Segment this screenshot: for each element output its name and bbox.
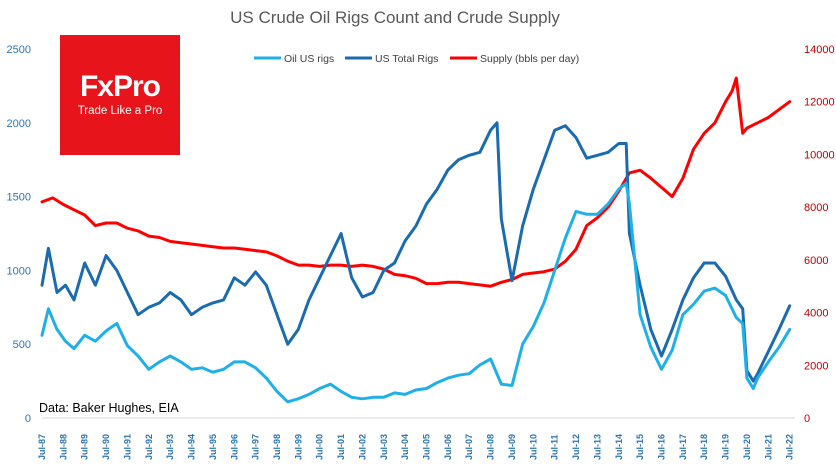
legend-label-supply: Supply (bbls per day) xyxy=(480,53,579,65)
x-tick-label: Jul-94 xyxy=(187,434,197,460)
y-left-tick-label: 1000 xyxy=(7,265,31,277)
x-tick-label: Jul-20 xyxy=(742,434,752,460)
y-left-tick-label: 0 xyxy=(25,413,31,425)
fxpro-logo: FxPro Trade Like a Pro xyxy=(60,35,180,155)
logo-tagline: Trade Like a Pro xyxy=(78,105,163,117)
legend-item-total-rigs: US Total Rigs xyxy=(345,53,438,65)
x-tick-label: Jul-00 xyxy=(315,434,325,460)
x-tick-label: Jul-02 xyxy=(357,434,367,460)
x-tick-label: Jul-98 xyxy=(272,434,282,460)
x-tick-label: Jul-13 xyxy=(592,434,602,460)
x-tick-label: Jul-01 xyxy=(336,434,346,460)
x-tick-label: Jul-92 xyxy=(144,434,154,460)
x-tick-label: Jul-04 xyxy=(400,434,410,460)
legend-label-oil-rigs: Oil US rigs xyxy=(284,53,334,65)
x-tick-label: Jul-11 xyxy=(550,434,560,460)
x-tick-label: Jul-88 xyxy=(58,434,68,460)
legend-label-total-rigs: US Total Rigs xyxy=(375,53,438,65)
x-tick-label: Jul-91 xyxy=(122,434,132,460)
x-tick-label: Jul-17 xyxy=(678,434,688,460)
chart-title: US Crude Oil Rigs Count and Crude Supply xyxy=(230,8,560,27)
y-left-tick-label: 2000 xyxy=(7,118,31,130)
x-tick-label: Jul-21 xyxy=(763,434,773,460)
x-tick-label: Jul-07 xyxy=(464,434,474,460)
x-tick-label: Jul-97 xyxy=(251,434,261,460)
y-left-tick-label: 500 xyxy=(13,339,31,351)
logo-background xyxy=(60,35,180,155)
x-tick-label: Jul-10 xyxy=(528,434,538,460)
x-tick-label: Jul-12 xyxy=(571,434,581,460)
x-tick-label: Jul-87 xyxy=(37,434,47,460)
x-tick-label: Jul-18 xyxy=(699,434,709,460)
y-axis-right: 0 2000 4000 6000 8000 10000 12000 14000 xyxy=(804,44,835,425)
x-tick-label: Jul-90 xyxy=(101,434,111,460)
y-right-tick-label: 4000 xyxy=(804,308,828,320)
x-tick-label: Jul-93 xyxy=(165,434,175,460)
x-tick-label: Jul-16 xyxy=(656,434,666,460)
x-tick-label: Jul-03 xyxy=(379,434,389,460)
x-tick-label: Jul-15 xyxy=(635,434,645,460)
x-tick-label: Jul-19 xyxy=(721,434,731,460)
y-right-tick-label: 8000 xyxy=(804,202,828,214)
x-tick-label: Jul-08 xyxy=(486,434,496,460)
series-line-oil-us-rigs xyxy=(40,181,792,404)
x-tick-label: Jul-22 xyxy=(785,434,795,460)
x-axis: Jul-87 Jul-88 Jul-89 Jul-90 Jul-91 Jul-92 Jul-… xyxy=(37,417,795,460)
x-tick-label: Jul-05 xyxy=(422,434,432,460)
y-right-tick-label: 6000 xyxy=(804,255,828,267)
y-left-tick-label: 2500 xyxy=(7,44,31,56)
legend-item-supply: Supply (bbls per day) xyxy=(450,53,579,65)
y-right-tick-label: 2000 xyxy=(804,360,828,372)
source-note: Data: Baker Hughes, EIA xyxy=(39,401,179,415)
x-tick-label: Jul-95 xyxy=(208,434,218,460)
legend-item-oil-rigs: Oil US rigs xyxy=(254,53,334,65)
y-right-tick-label: 14000 xyxy=(804,44,835,56)
y-right-tick-label: 0 xyxy=(804,413,810,425)
y-axis-left: 0 500 1000 1500 2000 2500 xyxy=(7,44,31,425)
series-layer xyxy=(40,76,792,404)
logo-brand: FxPro xyxy=(80,70,161,103)
series-line-supply-bbls-per-day xyxy=(40,76,792,288)
y-right-tick-label: 10000 xyxy=(804,149,835,161)
y-right-tick-label: 12000 xyxy=(804,97,835,109)
x-tick-label: Jul-96 xyxy=(229,434,239,460)
legend: Oil US rigs US Total Rigs Supply (bbls p… xyxy=(254,53,579,65)
x-tick-label: Jul-14 xyxy=(614,434,624,460)
x-tick-label: Jul-09 xyxy=(507,434,517,460)
x-tick-label: Jul-06 xyxy=(443,434,453,460)
series-line-us-total-rigs xyxy=(40,121,792,383)
x-tick-label: Jul-99 xyxy=(293,434,303,460)
x-tick-label: Jul-89 xyxy=(80,434,90,460)
y-left-tick-label: 1500 xyxy=(7,192,31,204)
